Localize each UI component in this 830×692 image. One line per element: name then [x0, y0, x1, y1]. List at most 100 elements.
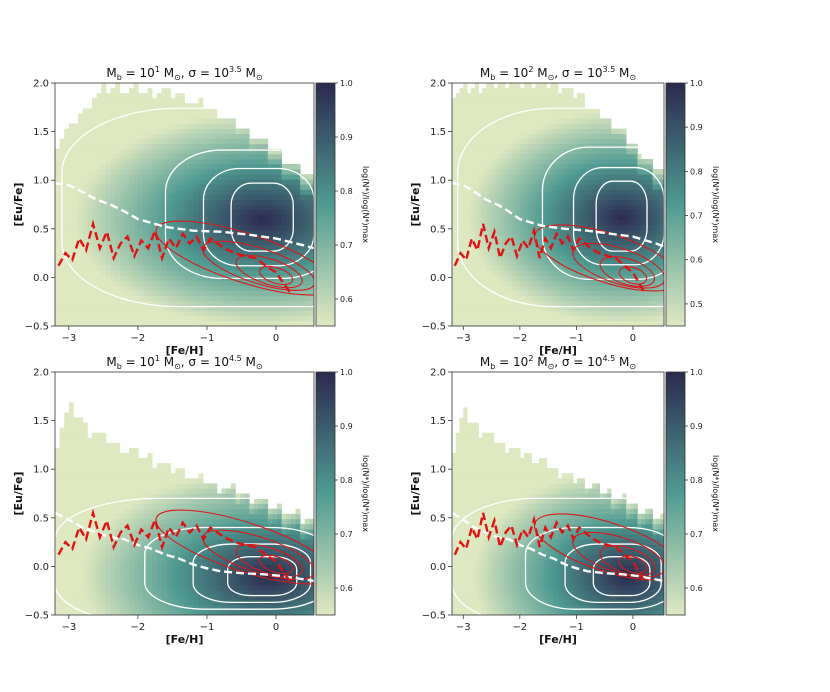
colorbar-label: log(N*)/log(N*)max: [711, 166, 720, 243]
plot-frame: [54, 371, 315, 616]
y-tick-label: 0.5: [33, 224, 49, 235]
colorbar-tick-label: 0.8: [690, 476, 703, 485]
y-tick-label: 1.0: [430, 465, 446, 476]
colorbar: 1.0 0.9 0.8 0.7 0.6 log(N*)/log(N*)max: [315, 79, 370, 327]
x-tick-label: 0: [630, 333, 636, 344]
y-tick-label: 1.5: [33, 127, 49, 138]
white-contour-3: [202, 167, 314, 267]
y-tick-label: −0.5: [422, 322, 446, 333]
y-tick-label: −0.5: [422, 611, 446, 622]
simulation-contours: [457, 107, 664, 308]
colorbar-tick-label: 0.6: [340, 295, 353, 304]
y-tick-label: 0.0: [430, 273, 446, 284]
colorbar-label: log(N*)/log(N*)max: [711, 455, 720, 532]
colorbar-tick-label: 0.6: [690, 584, 703, 593]
colorbar-label: log(N*)/log(N*)max: [361, 455, 370, 532]
colorbar-tick-label: 0.9: [690, 422, 703, 431]
colorbar-tick-label: 1.0: [690, 79, 703, 88]
y-tick-label: 1.5: [430, 127, 446, 138]
x-tick-label: −1: [569, 333, 584, 344]
observed-median-line: [453, 512, 646, 582]
colorbar-tick-label: 0.9: [690, 123, 703, 132]
x-tick-label: −2: [512, 622, 527, 633]
white-contour-2: [524, 526, 664, 610]
y-tick-label: −0.5: [25, 322, 49, 333]
x-tick-label: −2: [512, 333, 527, 344]
x-tick-label: 0: [273, 622, 279, 633]
x-tick-label: 0: [273, 333, 279, 344]
white-contour-2: [144, 526, 314, 610]
x-tick-label: 0: [630, 622, 636, 633]
x-tick-label: −3: [456, 333, 471, 344]
white-contour-1: [61, 107, 314, 308]
y-tick-label: 2.0: [33, 79, 49, 90]
density-heatmap: [452, 83, 664, 326]
colorbar-tick-label: 0.9: [340, 422, 353, 431]
plot-frame: [451, 82, 665, 327]
y-tick-label: 2.0: [430, 368, 446, 379]
panel-4: −3 −2 −1 0 2.0 1.5 1.0 0.5 0.0 −0.5 [Fe/H] [Eu/Fe] M…: [409, 354, 720, 646]
panel-title: Mb = 101 M⊙, σ = 104.5 M⊙: [106, 354, 262, 371]
red-contour-4: [618, 555, 648, 574]
density-heatmap: [55, 83, 314, 326]
panel-1: −3 −2 −1 0 2.0 1.5 1.0 0.5 0.0 −0.5 [Fe/H] [Eu/Fe] M…: [12, 65, 370, 357]
x-tick-label: −2: [131, 622, 146, 633]
x-axis-label: [Fe/H]: [166, 344, 204, 357]
panel-3: −3 −2 −1 0 2.0 1.5 1.0 0.5 0.0 −0.5 [Fe/H] [Eu/Fe] M…: [12, 354, 370, 646]
red-contour-3: [599, 256, 655, 287]
x-tick-label: −3: [456, 622, 471, 633]
x-tick-label: −1: [569, 622, 584, 633]
colorbar-tick-label: 0.7: [340, 530, 353, 539]
x-axis-label: [Fe/H]: [539, 344, 577, 357]
colorbar-tick-label: 0.8: [340, 476, 353, 485]
red-contour-3: [599, 545, 655, 576]
x-tick-label: −1: [200, 622, 215, 633]
x-axis-label: [Fe/H]: [539, 633, 577, 646]
observed-median-line: [57, 219, 291, 293]
observed-contours: [155, 509, 314, 585]
simulation-median-line: [55, 181, 314, 250]
panel-title: Mb = 101 M⊙, σ = 103.5 M⊙: [106, 65, 262, 82]
y-tick-label: 1.0: [33, 176, 49, 187]
red-contour-4: [618, 266, 648, 285]
y-tick-label: 0.0: [430, 562, 446, 573]
x-tick-label: −3: [61, 622, 76, 633]
colorbar: 1.0 0.9 0.8 0.7 0.6 log(N*)/log(N*)max: [665, 368, 720, 616]
simulation-median-line: [452, 511, 664, 583]
y-tick-label: 0.5: [430, 513, 446, 524]
white-contour-1: [457, 107, 664, 308]
plot-frame: [54, 82, 315, 327]
simulation-median-line: [55, 511, 314, 583]
red-contour-1: [155, 509, 314, 585]
density-heatmap: [452, 407, 664, 615]
colorbar: 1.0 0.9 0.8 0.7 0.6 0.5 log(N*)/log(N*)max: [665, 79, 720, 327]
y-tick-label: 0.5: [33, 513, 49, 524]
colorbar-tick-label: 0.7: [690, 212, 703, 221]
y-axis-label: [Eu/Fe]: [409, 183, 422, 227]
colorbar-tick-label: 0.8: [690, 167, 703, 176]
colorbar-label: log(N*)/log(N*)max: [361, 166, 370, 243]
observed-median-line: [57, 508, 291, 582]
colorbar-tick-label: 0.7: [340, 241, 353, 250]
colorbar-tick-label: 1.0: [690, 368, 703, 377]
panel-title: Mb = 102 M⊙, σ = 104.5 M⊙: [480, 354, 636, 371]
colorbar-tick-label: 0.5: [690, 300, 703, 309]
colorbar-tick-label: 0.6: [340, 584, 353, 593]
panel-title: Mb = 102 M⊙, σ = 103.5 M⊙: [480, 65, 636, 82]
y-axis-label: [Eu/Fe]: [409, 472, 422, 516]
y-tick-label: 0.5: [430, 224, 446, 235]
panel-2: −3 −2 −1 0 2.0 1.5 1.0 0.5 0.0 −0.5 [Fe/H] [Eu/Fe] M…: [409, 65, 720, 357]
white-contour-4: [230, 182, 294, 252]
white-contour-1: [55, 497, 314, 615]
colorbar-tick-label: 0.7: [690, 530, 703, 539]
colorbar-tick-label: 1.0: [340, 368, 353, 377]
y-tick-label: 0.0: [33, 562, 49, 573]
y-axis-label: [Eu/Fe]: [12, 183, 25, 227]
plot-frame: [451, 371, 665, 616]
y-tick-label: 1.5: [430, 416, 446, 427]
density-heatmap: [55, 402, 314, 615]
white-contour-4: [592, 556, 651, 597]
y-tick-label: 2.0: [33, 368, 49, 379]
red-contour-4: [258, 554, 294, 575]
